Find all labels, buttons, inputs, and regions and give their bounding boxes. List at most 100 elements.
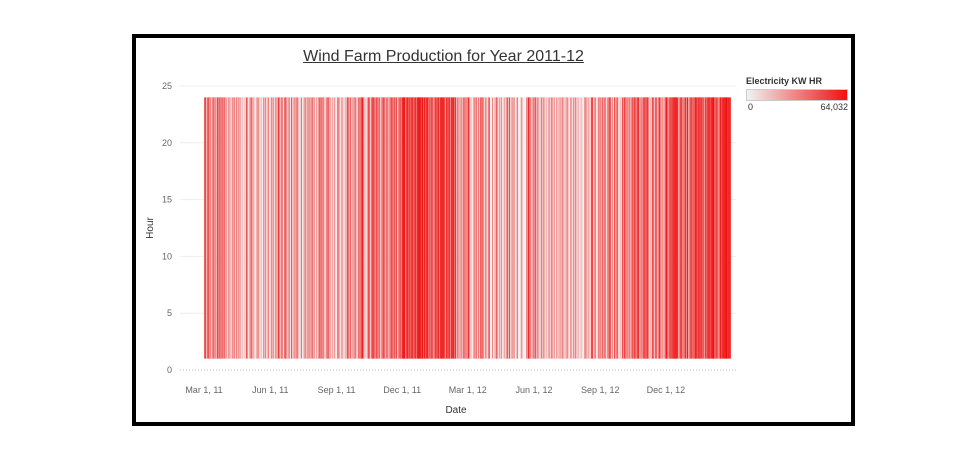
heatmap-day-column [219, 97, 221, 359]
heatmap-day-column [575, 97, 577, 359]
heatmap-day-column [539, 97, 540, 359]
heatmap-day-column [603, 97, 605, 359]
heatmap-day-column [541, 97, 543, 359]
heatmap-day-column [509, 97, 511, 359]
heatmap-day-column [356, 97, 357, 359]
heatmap-day-column [365, 97, 367, 359]
heatmap-day-column [209, 97, 211, 359]
heatmap-day-column [281, 97, 283, 359]
heatmap-day-column [627, 97, 629, 359]
heatmap-day-column [441, 97, 443, 359]
heatmap-day-column [546, 97, 548, 359]
heatmap-day-column [613, 97, 615, 359]
heatmap-day-column [606, 97, 608, 359]
heatmap-day-column [451, 97, 453, 359]
heatmap-day-column [257, 97, 259, 359]
heatmap-day-column [384, 97, 386, 359]
heatmap-day-column [205, 97, 207, 359]
heatmap-day-column [477, 97, 478, 359]
heatmap-day-column [387, 97, 388, 359]
heatmap-day-column [305, 97, 307, 359]
heatmap-day-column [280, 97, 282, 359]
heatmap-day-column [457, 97, 459, 359]
heatmap-day-column [255, 97, 257, 359]
heatmap-day-column [488, 97, 490, 359]
heatmap-day-column [436, 97, 437, 359]
heatmap-day-column [683, 97, 685, 359]
heatmap-day-column [704, 97, 705, 359]
heatmap-day-column [650, 97, 651, 359]
heatmap-day-column [349, 97, 351, 359]
heatmap-day-column [392, 97, 394, 359]
heatmap-day-column [442, 97, 444, 359]
heatmap-day-column [249, 97, 251, 359]
heatmap-day-column [210, 97, 212, 359]
heatmap-day-column [229, 97, 231, 359]
heatmap-day-column [240, 97, 241, 359]
heatmap-day-column [711, 97, 713, 359]
heatmap-day-column [549, 97, 551, 359]
heatmap-day-column [404, 97, 406, 359]
heatmap-day-column [473, 97, 475, 359]
heatmap-day-column [334, 97, 336, 359]
heatmap-day-column [317, 97, 319, 359]
heatmap-day-column [360, 97, 362, 359]
heatmap-day-column [490, 97, 492, 359]
heatmap-day-column [229, 97, 231, 359]
heatmap-day-column [654, 97, 656, 359]
heatmap-day-column [459, 97, 461, 359]
heatmap-day-column [427, 97, 429, 359]
heatmap-day-column [611, 97, 613, 359]
heatmap-day-column [675, 97, 677, 359]
heatmap-day-column [377, 97, 379, 359]
heatmap-day-column [419, 97, 421, 359]
heatmap-day-column [585, 97, 587, 359]
heatmap-day-column [214, 97, 215, 359]
heatmap-day-column [501, 97, 503, 359]
heatmap-day-column [553, 97, 555, 359]
heatmap-day-column [420, 97, 422, 359]
heatmap-day-column [591, 97, 593, 359]
heatmap-day-column [294, 97, 295, 359]
heatmap-day-column [562, 97, 564, 359]
heatmap-day-column [656, 97, 658, 359]
heatmap-day-column [526, 97, 527, 359]
heatmap-day-column [703, 97, 705, 359]
heatmap-day-column [456, 97, 458, 359]
heatmap-day-column [470, 97, 472, 359]
x-axis-title: Date [445, 405, 467, 416]
heatmap-day-column [570, 97, 572, 359]
heatmap-day-column [582, 97, 584, 359]
heatmap-day-column [651, 97, 653, 359]
heatmap-day-column [308, 97, 310, 359]
heatmap-day-column [724, 97, 726, 359]
heatmap-day-column [609, 97, 611, 359]
heatmap-day-column [278, 97, 280, 359]
heatmap-day-column [355, 97, 357, 359]
heatmap-day-column [390, 97, 392, 359]
heatmap-day-column [402, 97, 404, 359]
heatmap-day-column [238, 97, 240, 359]
heatmap-day-column [667, 97, 669, 359]
heatmap-day-column [325, 97, 327, 359]
heatmap-day-column [557, 97, 558, 359]
heatmap-day-column [422, 97, 424, 359]
heatmap-day-column [263, 97, 265, 359]
heatmap-day-column [480, 97, 482, 359]
heatmap-day-column [714, 97, 716, 359]
heatmap-day-column [614, 97, 616, 359]
heatmap-day-column [507, 97, 509, 359]
heatmap-day-column [622, 97, 624, 359]
heatmap-day-column [617, 97, 619, 359]
heatmap-day-column [327, 97, 329, 359]
heatmap-day-column [671, 97, 673, 359]
heatmap-day-column [687, 97, 689, 359]
heatmap-day-column [332, 97, 334, 359]
heatmap-day-column [281, 97, 282, 359]
heatmap-day-column [660, 97, 661, 359]
heatmap-day-column [557, 97, 559, 359]
heatmap-day-column [241, 97, 243, 359]
heatmap-day-column [228, 97, 230, 359]
heatmap-day-column [672, 97, 674, 359]
heatmap-day-column [515, 97, 517, 359]
